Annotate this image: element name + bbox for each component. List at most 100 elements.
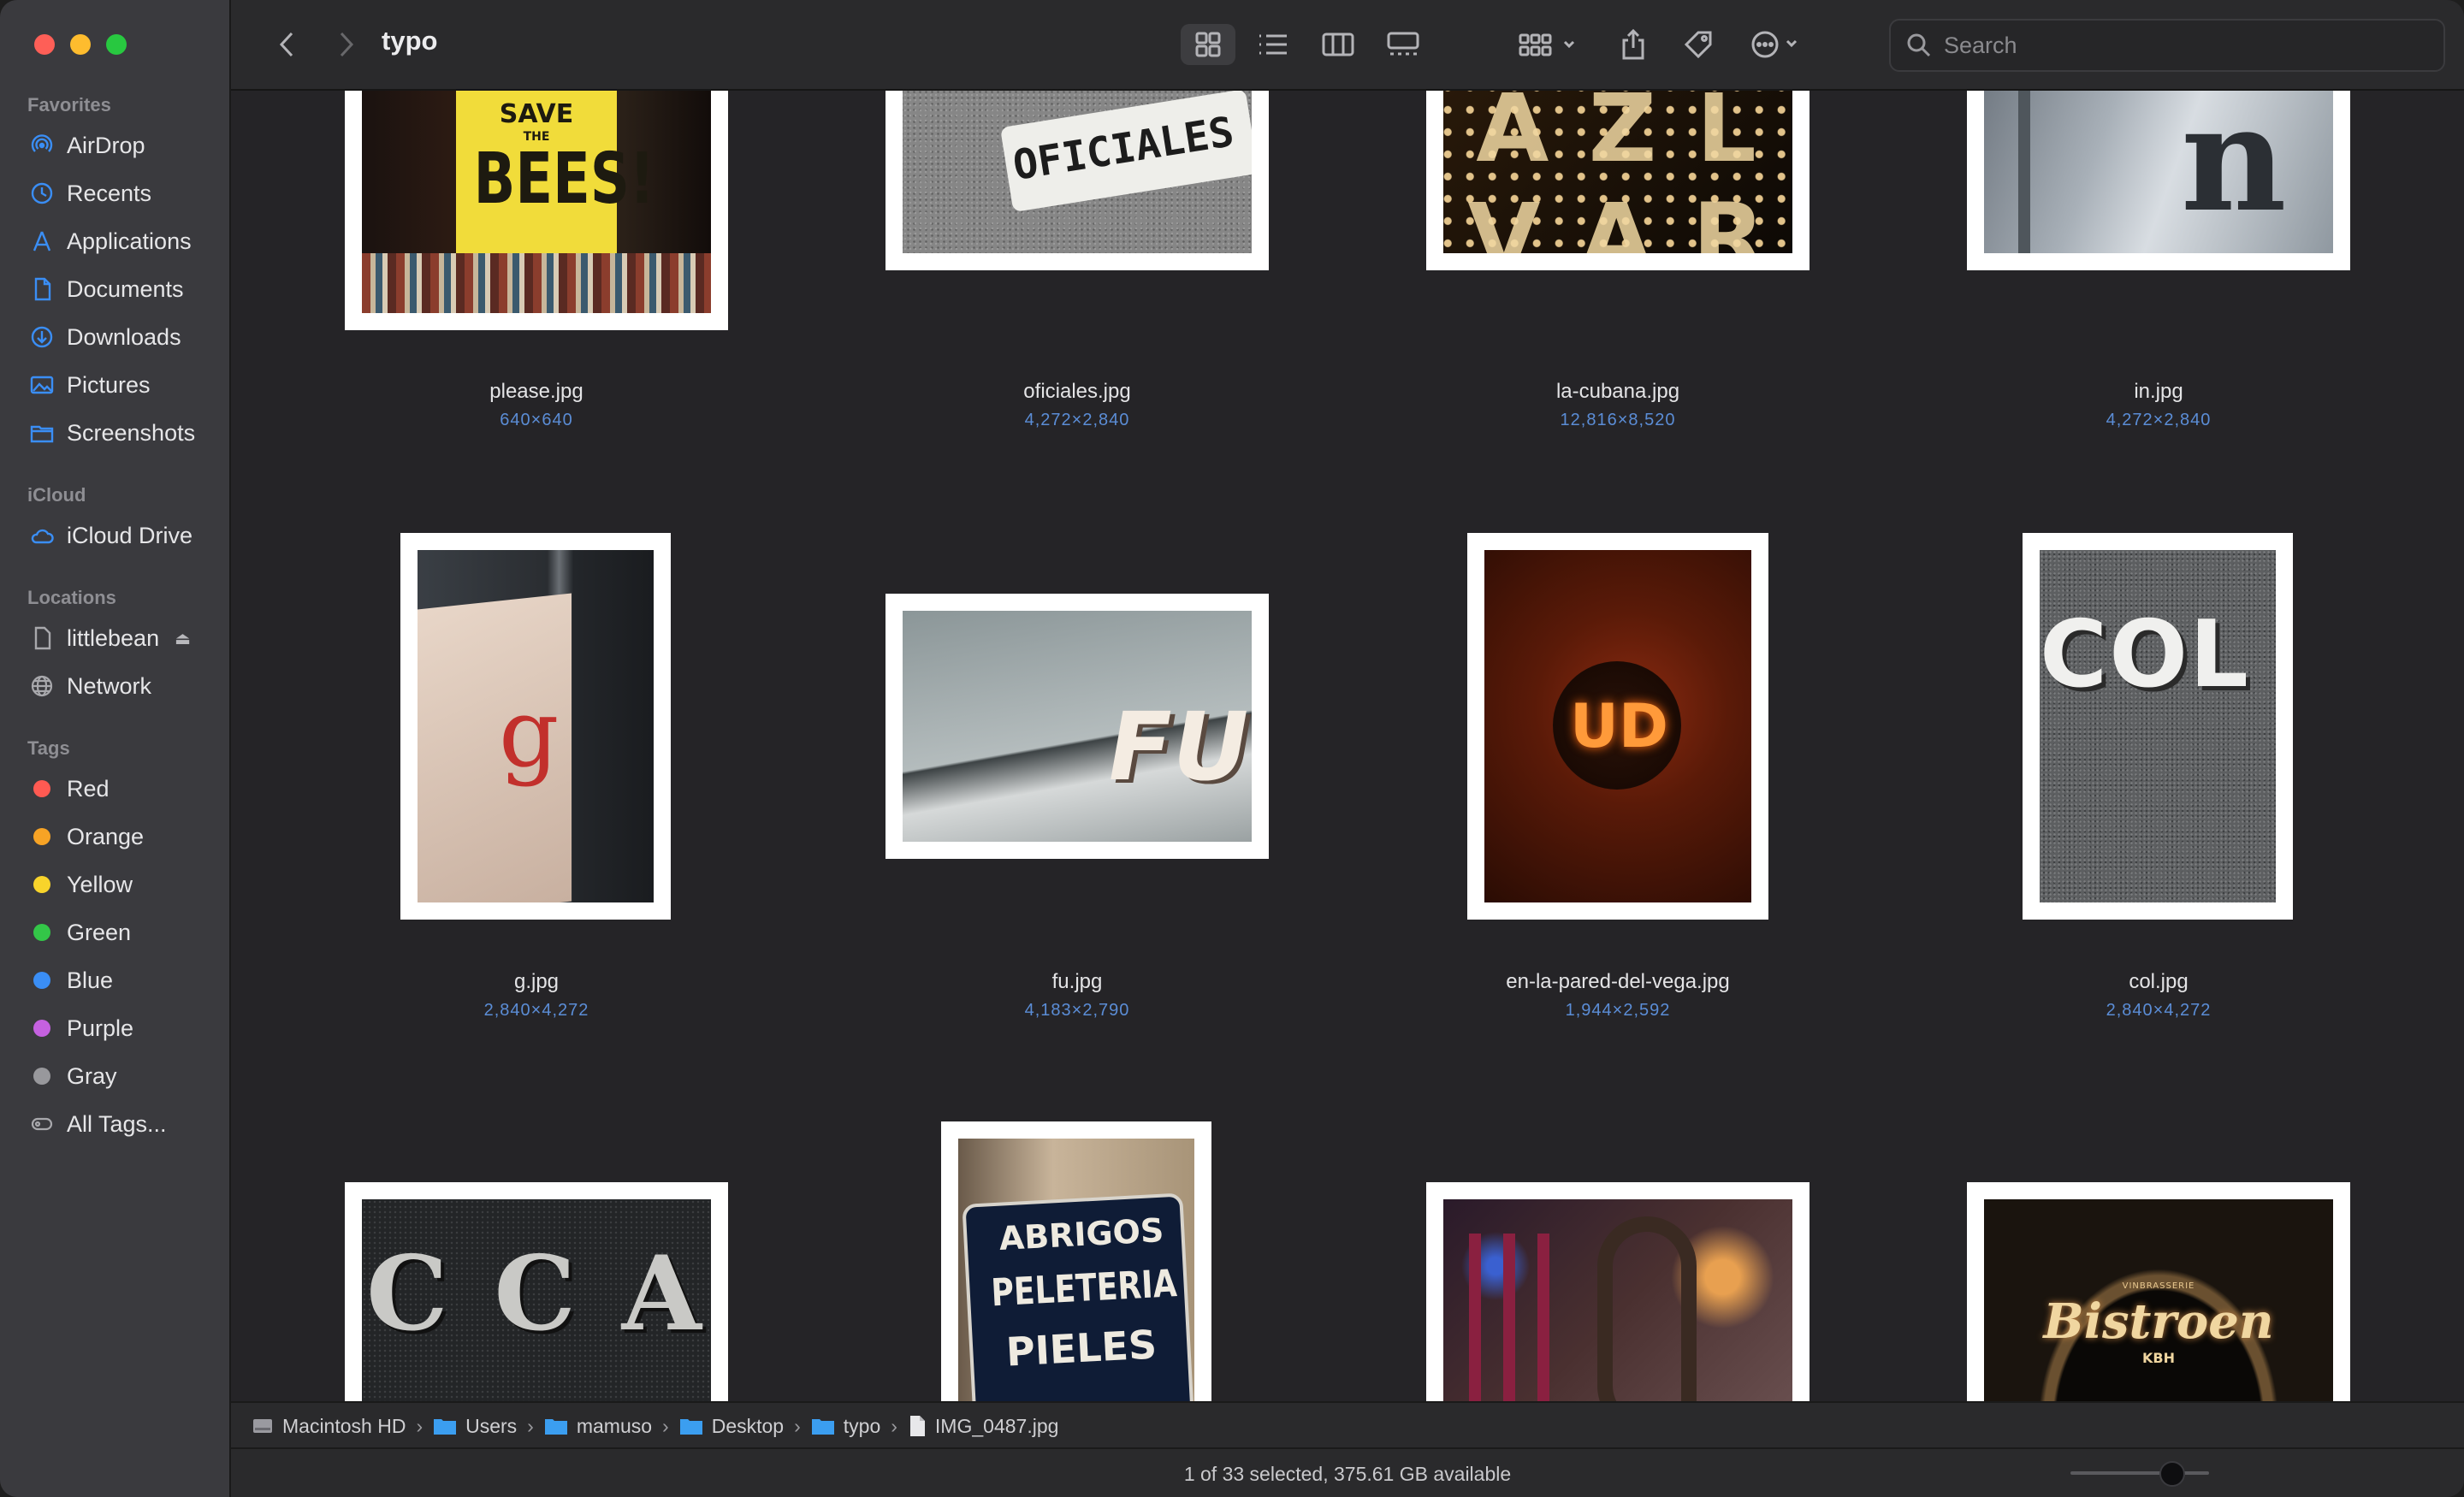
file-thumbnail-fu[interactable]: FU	[886, 594, 1269, 859]
breadcrumb-label: typo	[843, 1414, 881, 1437]
search-icon	[1907, 33, 1931, 57]
breadcrumb-label: IMG_0487.jpg	[934, 1414, 1059, 1437]
close-window-button[interactable]	[34, 34, 55, 55]
status-text: 1 of 33 selected, 375.61 GB available	[1183, 1463, 1512, 1485]
sidebar-item-icloud-drive[interactable]: iCloud Drive	[27, 515, 216, 556]
tag-color-dot-icon	[33, 1068, 50, 1085]
file-thumbnail-g[interactable]: g	[400, 533, 671, 920]
applications-icon	[27, 227, 56, 256]
icon-size-slider[interactable]	[2070, 1461, 2209, 1487]
window-controls	[34, 34, 127, 55]
sidebar-item-airdrop[interactable]: AirDrop	[27, 125, 216, 166]
file-thumbnail-please[interactable]: SAVE THE BEES!	[345, 91, 728, 330]
photo-oficiales: OFICIALES	[903, 91, 1252, 253]
tags-heading: Tags	[27, 737, 70, 759]
photo-text: C C A	[366, 1234, 707, 1354]
sidebar-tag-red[interactable]: Red	[27, 768, 216, 809]
breadcrumb-label: Macintosh HD	[282, 1414, 406, 1437]
list-icon	[1259, 34, 1287, 55]
icon-grid: SAVE THE BEES! please.jpg 640×640 OFICIA…	[231, 91, 2464, 1401]
more-actions-button[interactable]	[1745, 24, 1814, 65]
share-icon	[1622, 28, 1644, 60]
group-by-button[interactable]	[1514, 24, 1583, 65]
file-thumbnail-row3-4[interactable]: VINBRASSERIE Bistroen KBH	[1967, 1182, 2350, 1401]
grid-icon	[1195, 32, 1221, 57]
breadcrumb-separator: ›	[662, 1414, 669, 1437]
breadcrumb-desktop[interactable]: Desktop	[679, 1415, 784, 1438]
breadcrumb-label: Desktop	[711, 1414, 785, 1437]
sidebar-item-downloads[interactable]: Downloads	[27, 317, 216, 358]
path-bar: Macintosh HD › Users › mamuso › Desktop …	[231, 1401, 2464, 1449]
sidebar-item-screenshots[interactable]: Screenshots	[27, 412, 216, 453]
search-field[interactable]	[1889, 19, 2445, 72]
column-view-button[interactable]	[1311, 24, 1365, 65]
sidebar-tag-gray[interactable]: Gray	[27, 1056, 216, 1097]
share-button[interactable]	[1610, 24, 1656, 65]
file-thumbnail-row3-2[interactable]: ABRIGOS PELETERIA PIELES	[941, 1121, 1211, 1401]
file-dimensions: 4,272×2,840	[2106, 411, 2212, 429]
file-thumbnail-in[interactable]: n	[1967, 91, 2350, 270]
sidebar-item-label: iCloud Drive	[67, 522, 193, 548]
eject-icon[interactable]: ⏏	[175, 629, 191, 648]
file-thumbnail-row3-1[interactable]: C C A	[345, 1182, 728, 1401]
sidebar-item-all-tags[interactable]: All Tags...	[27, 1104, 216, 1145]
file-name[interactable]: oficiales.jpg	[1023, 380, 1131, 403]
photo-text: UD	[1570, 691, 1668, 761]
airdrop-icon	[27, 131, 56, 160]
file-name[interactable]: please.jpg	[489, 380, 583, 403]
sidebar-item-recents[interactable]: Recents	[27, 173, 216, 214]
breadcrumb-file[interactable]: IMG_0487.jpg	[908, 1415, 1058, 1438]
minimize-window-button[interactable]	[70, 34, 91, 55]
tag-button[interactable]	[1675, 24, 1721, 65]
photo-g: g	[418, 550, 654, 902]
file-thumbnail-row3-3[interactable]	[1426, 1182, 1810, 1401]
sidebar-item-network[interactable]: Network	[27, 666, 216, 707]
locations-heading: Locations	[27, 587, 116, 608]
photo-cca: C C A	[362, 1199, 711, 1401]
gallery-view-button[interactable]	[1376, 24, 1430, 65]
file-name[interactable]: fu.jpg	[1051, 970, 1103, 993]
home-folder-icon	[544, 1419, 567, 1435]
file-name[interactable]: col.jpg	[2129, 970, 2189, 993]
sidebar-item-applications[interactable]: Applications	[27, 221, 216, 262]
sidebar-tag-orange[interactable]: Orange	[27, 816, 216, 857]
breadcrumb-users[interactable]: Users	[433, 1415, 517, 1438]
globe-icon	[27, 672, 56, 701]
forward-button[interactable]	[325, 24, 368, 65]
photo-please: SAVE THE BEES!	[362, 91, 711, 313]
breadcrumb-typo[interactable]: typo	[811, 1415, 880, 1438]
photo-text: BEES!	[473, 139, 655, 220]
file-name[interactable]: g.jpg	[513, 970, 560, 993]
file-name[interactable]: la-cubana.jpg	[1555, 380, 1680, 403]
search-input[interactable]	[1942, 31, 2425, 60]
file-thumbnail-la-cubana[interactable]: A Z L V A R J	[1426, 91, 1810, 270]
pictures-icon	[27, 370, 56, 399]
sidebar-tag-yellow[interactable]: Yellow	[27, 864, 216, 905]
disk-icon	[27, 624, 56, 653]
toolbar: typo	[231, 0, 2464, 91]
back-button[interactable]	[265, 24, 308, 65]
sidebar-tag-purple[interactable]: Purple	[27, 1008, 216, 1049]
tag-outline-icon	[27, 1109, 56, 1139]
zoom-window-button[interactable]	[106, 34, 127, 55]
breadcrumb-mamuso[interactable]: mamuso	[544, 1415, 652, 1438]
photo-text: A Z L V A R J	[1467, 91, 1768, 253]
photo-text: KBH	[2142, 1350, 2175, 1366]
breadcrumb-macintosh-hd[interactable]: Macintosh HD	[252, 1415, 406, 1438]
icon-view-button[interactable]	[1181, 24, 1235, 65]
sidebar-tag-green[interactable]: Green	[27, 912, 216, 953]
cloud-icon	[27, 521, 56, 550]
sidebar-item-pictures[interactable]: Pictures	[27, 364, 216, 405]
folder-icon	[679, 1419, 702, 1435]
sidebar-tag-blue[interactable]: Blue	[27, 960, 216, 1001]
file-thumbnail-col[interactable]: COL	[2023, 533, 2293, 920]
icon-size-slider-knob[interactable]	[2159, 1461, 2185, 1487]
file-thumbnail-oficiales[interactable]: OFICIALES	[886, 91, 1269, 270]
file-name[interactable]: in.jpg	[2134, 380, 2183, 403]
sidebar-item-documents[interactable]: Documents	[27, 269, 216, 310]
list-view-button[interactable]	[1246, 24, 1300, 65]
download-icon	[27, 322, 56, 352]
file-name[interactable]: en-la-pared-del-vega.jpg	[1506, 970, 1730, 993]
sidebar-item-littlebean[interactable]: littlebean ⏏	[27, 618, 216, 659]
file-thumbnail-en-la-pared-del-vega[interactable]: UD	[1467, 533, 1768, 920]
